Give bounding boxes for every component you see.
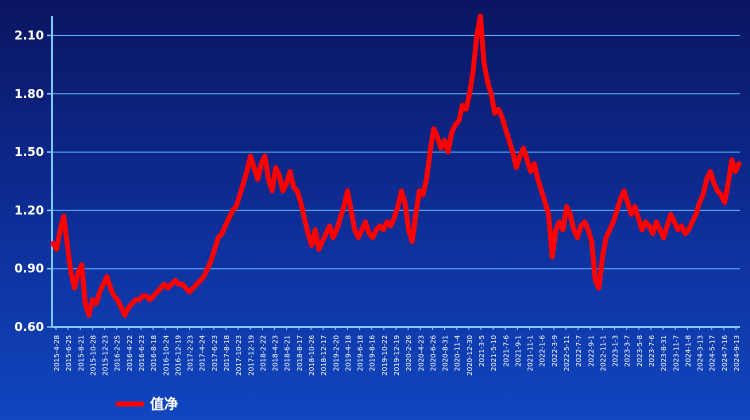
x-tick-label: 2019-6-18 bbox=[357, 335, 365, 371]
x-tick-label: 2022-1-6 bbox=[539, 334, 547, 366]
x-tick-label: 2015-12-23 bbox=[102, 335, 110, 376]
x-tick-label: 2024-5-17 bbox=[709, 335, 717, 371]
x-tick-label: 2019-4-18 bbox=[344, 335, 352, 371]
x-tick-label: 2016-4-22 bbox=[126, 335, 134, 371]
x-tick-label: 2023-1-3 bbox=[612, 335, 620, 367]
x-tick-label: 2019-2-20 bbox=[332, 335, 340, 371]
x-tick-label: 2021-11-1 bbox=[527, 335, 535, 371]
x-tick-label: 2022-3-9 bbox=[551, 335, 559, 367]
x-axis-ticks: 2015-4-28 2015-6-25 2015-8-21 2015-10-28 201… bbox=[53, 327, 741, 376]
x-tick-label: 2020-12-30 bbox=[466, 335, 474, 376]
x-tick-label: 2022-11-1 bbox=[599, 335, 607, 371]
series-layer bbox=[50, 13, 742, 318]
x-tick-label: 2021-9-1 bbox=[514, 335, 522, 367]
y-tick-label: 0.90 bbox=[14, 262, 44, 276]
x-tick-label: 2023-11-7 bbox=[672, 335, 680, 371]
x-tick-label: 2017-2-23 bbox=[187, 335, 195, 371]
x-tick-label: 2020-11-4 bbox=[454, 334, 462, 371]
x-tick-label: 2019-8-16 bbox=[369, 334, 377, 371]
x-tick-label: 2024-3-13 bbox=[697, 335, 705, 371]
x-tick-label: 2017-12-19 bbox=[247, 335, 255, 376]
x-tick-label: 2021-5-10 bbox=[490, 335, 498, 371]
axes bbox=[51, 16, 740, 328]
x-tick-label: 2024-9-13 bbox=[733, 335, 741, 371]
x-tick-label: 2023-8-31 bbox=[660, 335, 668, 371]
x-tick-label: 2017-4-24 bbox=[199, 334, 207, 371]
x-tick-label: 2018-6-21 bbox=[284, 335, 292, 371]
x-tick-label: 2018-8-17 bbox=[296, 335, 304, 371]
x-tick-label: 2024-1-8 bbox=[684, 335, 692, 367]
x-tick-label: 2016-10-24 bbox=[162, 334, 170, 375]
x-tick-label: 2023-5-8 bbox=[636, 335, 644, 367]
x-tick-label: 2017-10-23 bbox=[235, 335, 243, 376]
x-tick-label: 2018-12-17 bbox=[320, 335, 328, 376]
x-tick-label: 2021-7-6 bbox=[502, 334, 510, 366]
x-tick-label: 2016-8-18 bbox=[150, 335, 158, 371]
x-tick-label: 2018-10-26 bbox=[308, 334, 316, 375]
legend: 值净 bbox=[115, 396, 178, 413]
x-tick-label: 2022-9-1 bbox=[587, 335, 595, 367]
x-tick-label: 2017-8-18 bbox=[223, 335, 231, 371]
x-tick-label: 2016-2-25 bbox=[114, 335, 122, 371]
y-tick-label: 0.60 bbox=[14, 320, 44, 334]
x-tick-label: 2020-8-31 bbox=[442, 335, 450, 371]
x-tick-label: 2019-12-19 bbox=[393, 335, 401, 376]
x-tick-label: 2018-2-22 bbox=[259, 335, 267, 371]
x-tick-label: 2015-10-28 bbox=[89, 335, 97, 376]
x-tick-label: 2016-12-19 bbox=[174, 335, 182, 376]
x-tick-label: 2023-7-6 bbox=[648, 334, 656, 366]
y-tick-label: 1.50 bbox=[14, 145, 44, 159]
legend-label: 值净 bbox=[150, 396, 178, 413]
x-tick-label: 2019-10-22 bbox=[381, 335, 389, 376]
x-tick-label: 2015-6-25 bbox=[65, 335, 73, 371]
x-tick-label: 2020-4-23 bbox=[417, 335, 425, 371]
grid-lines bbox=[52, 34, 740, 328]
x-tick-label: 2023-3-7 bbox=[624, 335, 632, 367]
y-axis-ticks: 0.60 0.90 1.20 1.50 1.80 2.10 bbox=[14, 28, 52, 334]
x-tick-label: 2016-6-23 bbox=[138, 335, 146, 371]
x-tick-label: 2015-8-21 bbox=[77, 335, 85, 371]
y-tick-label: 2.10 bbox=[14, 28, 44, 42]
y-tick-label: 1.80 bbox=[14, 87, 44, 101]
y-tick-label: 1.20 bbox=[14, 203, 44, 217]
x-tick-label: 2018-4-23 bbox=[272, 335, 280, 371]
series-line bbox=[50, 13, 742, 318]
x-tick-label: 2022-5-11 bbox=[563, 335, 571, 371]
x-tick-label: 2015-4-28 bbox=[53, 335, 61, 371]
x-tick-label: 2020-6-26 bbox=[429, 334, 437, 371]
x-tick-label: 2022-7-7 bbox=[575, 335, 583, 367]
x-tick-label: 2024-7-16 bbox=[721, 334, 729, 371]
x-tick-label: 2021-3-5 bbox=[478, 335, 486, 367]
x-tick-label: 2017-6-23 bbox=[211, 335, 219, 371]
x-tick-label: 2020-2-26 bbox=[405, 334, 413, 371]
